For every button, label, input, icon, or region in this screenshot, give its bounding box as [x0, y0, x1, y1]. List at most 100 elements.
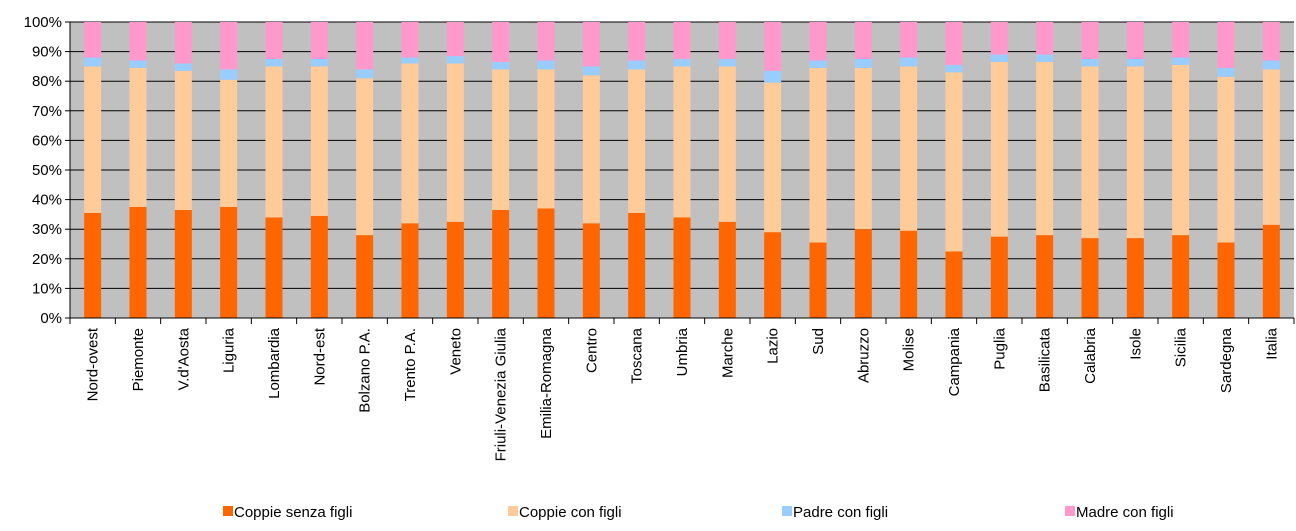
y-tick-label: 20%: [32, 251, 62, 268]
bar-segment: [582, 66, 600, 76]
x-tick-label: Nord-est: [311, 327, 328, 385]
bar-segment: [310, 59, 328, 67]
bar-segment: [84, 212, 102, 318]
x-tick-label: Sardegna: [1218, 327, 1235, 393]
bar-segment: [945, 22, 963, 65]
y-tick-label: 30%: [32, 221, 62, 238]
bar-segment: [673, 217, 691, 318]
bar-segment: [129, 67, 147, 207]
bar-segment: [537, 208, 555, 318]
bar-segment: [1172, 64, 1190, 236]
bar-segment: [220, 69, 238, 80]
x-tick-label: Molise: [901, 328, 918, 371]
bar-segment: [356, 22, 374, 70]
bar-segment: [1036, 61, 1054, 236]
bar-segment: [809, 67, 827, 243]
bar-segment: [220, 22, 238, 70]
x-tick-label: Sud: [810, 328, 827, 355]
bar-segment: [1126, 59, 1144, 67]
bar-segment: [945, 64, 963, 73]
bar-segment: [174, 209, 192, 318]
bar-segment: [220, 207, 238, 318]
y-tick-label: 100%: [24, 14, 62, 31]
x-tick-label: Veneto: [447, 328, 464, 375]
bar-segment: [446, 56, 464, 64]
bar-segment: [673, 59, 691, 67]
x-tick-label: Puglia: [991, 327, 1008, 369]
bar-segment: [310, 215, 328, 318]
x-tick-label: Trento P.A.: [402, 328, 419, 401]
bar-segment: [174, 63, 192, 71]
bar-segment: [1217, 67, 1235, 77]
bar-segment: [628, 60, 646, 70]
bar-segment: [1172, 235, 1190, 318]
bar-segment: [582, 75, 600, 224]
bar-segment: [446, 221, 464, 318]
bar-segment: [310, 66, 328, 216]
bar-segment: [265, 66, 283, 218]
bar-segment: [1081, 59, 1099, 67]
bar-segment: [1036, 54, 1054, 62]
bar-segment: [900, 230, 918, 318]
bar-segment: [1036, 22, 1054, 55]
bar-segment: [446, 63, 464, 222]
legend-item: Madre con figli: [1065, 504, 1174, 521]
x-tick-label: Italia: [1263, 327, 1280, 359]
x-tick-label: Abruzzo: [855, 328, 872, 383]
bar-segment: [854, 59, 872, 68]
bar-segment: [582, 22, 600, 67]
bar-segment: [582, 223, 600, 318]
y-tick-label: 0%: [40, 310, 62, 327]
bar-segment: [129, 207, 147, 318]
bar-segment: [1172, 57, 1190, 65]
bar-segment: [84, 22, 102, 58]
bar-segment: [265, 59, 283, 67]
bar-segment: [492, 61, 510, 70]
bar-segment: [265, 217, 283, 318]
bar-segment: [718, 59, 736, 67]
bar-segment: [84, 66, 102, 213]
bar-segment: [356, 235, 374, 318]
x-tick-label: Nord-ovest: [85, 327, 102, 401]
bar-segment: [900, 22, 918, 58]
legend-swatch: [782, 506, 792, 516]
legend-label: Padre con figli: [793, 504, 888, 521]
bar-segment: [1081, 66, 1099, 239]
bar-segment: [764, 232, 782, 318]
bar-segment: [310, 22, 328, 59]
legend-label: Coppie senza figli: [234, 504, 352, 521]
x-tick-label: Lazio: [765, 328, 782, 364]
x-tick-label: Toscana: [629, 327, 646, 384]
bar-segment: [1262, 60, 1280, 70]
bar-segment: [401, 57, 419, 64]
bar-segment: [1262, 224, 1280, 318]
legend-item: Padre con figli: [782, 504, 888, 521]
bar-segment: [174, 22, 192, 64]
bar-segment: [1262, 69, 1280, 225]
x-tick-label: Basilicata: [1037, 327, 1054, 392]
x-tick-label: Umbria: [674, 327, 691, 376]
legend-label: Madre con figli: [1076, 504, 1174, 521]
y-tick-label: 60%: [32, 132, 62, 149]
bar-segment: [628, 22, 646, 61]
x-tick-label: Bolzano P.A.: [357, 328, 374, 413]
bar-segment: [1217, 242, 1235, 318]
bar-segment: [129, 22, 147, 61]
bar-segment: [764, 82, 782, 233]
bar-segment: [401, 63, 419, 224]
bar-segment: [900, 66, 918, 231]
bar-segment: [1217, 22, 1235, 68]
bar-segment: [220, 79, 238, 207]
bar-segment: [990, 61, 1008, 237]
y-tick-label: 50%: [32, 162, 62, 179]
bar-segment: [356, 69, 374, 79]
bar-segment: [84, 57, 102, 67]
x-tick-label: Marche: [719, 328, 736, 378]
bar-segment: [537, 22, 555, 61]
bar-segment: [990, 54, 1008, 62]
x-tick-label: Centro: [583, 328, 600, 373]
bar-segment: [446, 22, 464, 57]
legend-swatch: [508, 506, 518, 516]
